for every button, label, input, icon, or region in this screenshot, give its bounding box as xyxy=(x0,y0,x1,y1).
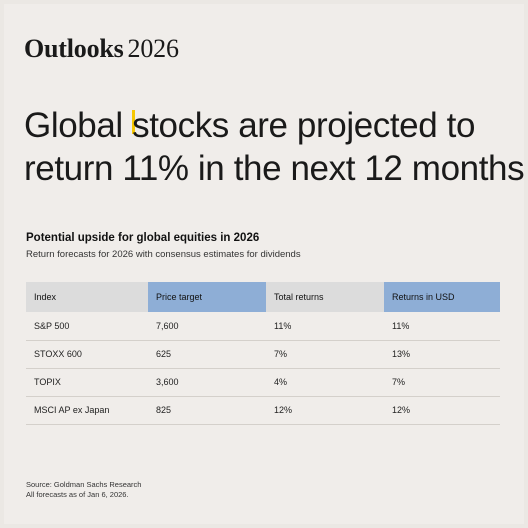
cell-index: TOPIX xyxy=(26,368,148,397)
cell-total-returns: 4% xyxy=(266,368,384,397)
cell-returns-usd: 13% xyxy=(384,340,500,369)
cell-price-target: 625 xyxy=(148,340,266,369)
cell-returns-usd: 12% xyxy=(384,396,500,425)
brand-name: Outlooks xyxy=(24,34,124,63)
column-header-total-returns: Total returns xyxy=(266,282,384,312)
headline-line-2: return 11% in the next 12 months xyxy=(24,149,525,188)
cell-price-target: 825 xyxy=(148,396,266,425)
headline: Global stocks are projected to return 11… xyxy=(24,104,525,190)
cell-price-target: 3,600 xyxy=(148,368,266,397)
column-header-index: Index xyxy=(26,282,148,312)
cell-price-target: 7,600 xyxy=(148,312,266,341)
cell-index: S&P 500 xyxy=(26,312,148,341)
chart-title: Potential upside for global equities in … xyxy=(26,232,260,244)
text-cursor-icon xyxy=(132,110,136,134)
table-row: MSCI AP ex Japan 825 12% 12% xyxy=(26,396,500,425)
brand-year: 2026 xyxy=(127,34,179,63)
table-row: STOXX 600 625 7% 13% xyxy=(26,340,500,369)
chart-subtitle: Return forecasts for 2026 with consensus… xyxy=(26,249,301,260)
column-header-returns-usd: Returns in USD xyxy=(384,282,500,312)
table-header-row: Index Price target Total returns Returns… xyxy=(26,282,500,312)
forecast-date-note: All forecasts as of Jan 6, 2026. xyxy=(26,490,129,499)
cell-index: STOXX 600 xyxy=(26,340,148,369)
column-header-price-target: Price target xyxy=(148,282,266,312)
cell-total-returns: 11% xyxy=(266,312,384,341)
brand-logo: Outlooks 2026 xyxy=(24,34,179,64)
cell-returns-usd: 11% xyxy=(384,312,500,341)
table-row: S&P 500 7,600 11% 11% xyxy=(26,312,500,341)
source-note: Source: Goldman Sachs Research xyxy=(26,480,142,489)
forecast-table: Index Price target Total returns Returns… xyxy=(26,282,500,425)
cell-index: MSCI AP ex Japan xyxy=(26,396,148,425)
cell-returns-usd: 7% xyxy=(384,368,500,397)
headline-line-1: Global stocks are projected to xyxy=(24,106,476,145)
cell-total-returns: 12% xyxy=(266,396,384,425)
page-frame xyxy=(4,4,524,524)
table-row: TOPIX 3,600 4% 7% xyxy=(26,368,500,397)
footer-notes: Source: Goldman Sachs Research All forec… xyxy=(26,480,141,500)
cell-total-returns: 7% xyxy=(266,340,384,369)
